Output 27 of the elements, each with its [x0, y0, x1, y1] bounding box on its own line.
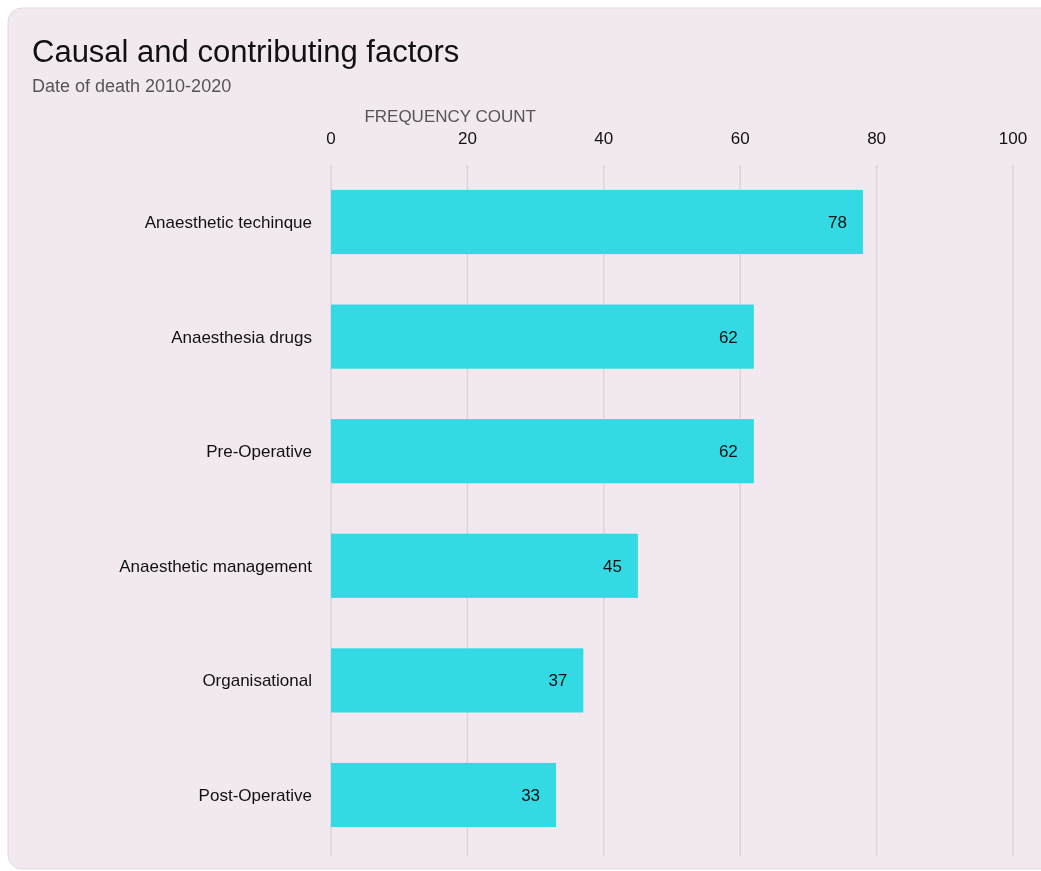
data-label: 78 — [828, 212, 847, 232]
data-label: 33 — [521, 785, 541, 805]
y-tick-label: Anaesthetic techinque — [144, 212, 312, 232]
y-tick-label: Anaesthesia drugs — [171, 327, 312, 347]
chart-title: Causal and contributing factors — [32, 34, 460, 69]
data-label: 45 — [602, 556, 622, 576]
x-tick-label: 40 — [594, 129, 614, 148]
x-tick-label: 20 — [457, 129, 477, 148]
data-label: 62 — [718, 327, 738, 347]
x-tick-label: 0 — [326, 129, 336, 148]
bar — [331, 304, 754, 369]
data-label: 37 — [548, 671, 568, 691]
text: Date of death 2010-2020 — [32, 76, 232, 96]
x-axis-title: FREQUENCY COUNT — [364, 107, 536, 126]
bar — [331, 648, 584, 713]
bar — [331, 189, 863, 255]
x-tick-label: 100 — [998, 129, 1028, 148]
bar — [331, 419, 754, 484]
bar — [331, 533, 638, 598]
y-tick-label: Organisational — [202, 671, 312, 691]
x-tick-label: 80 — [867, 129, 887, 148]
y-tick-label: Pre-Operative — [206, 442, 312, 462]
data-label: 62 — [718, 442, 738, 462]
x-tick-label: 60 — [730, 129, 750, 148]
bar — [331, 762, 557, 828]
y-tick-label: Post-Operative — [198, 785, 312, 805]
y-tick-label: Anaesthetic management — [119, 556, 313, 576]
